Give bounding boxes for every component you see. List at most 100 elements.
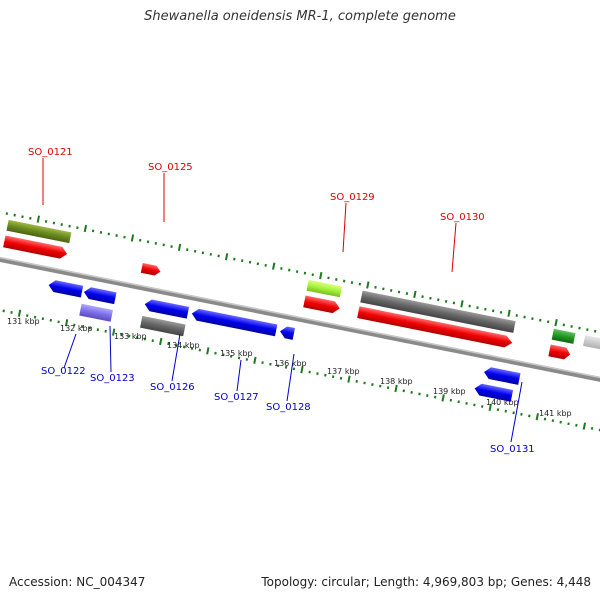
ruler-tick [586,328,589,332]
ruler-tick [127,334,131,338]
ruler-tick [551,419,555,423]
forward-gene-label[interactable]: SO_0121 [28,147,73,158]
ruler-tick [484,307,487,311]
ruler-tick [578,326,581,330]
ruler-tick [115,234,118,237]
ruler-tick [52,221,56,225]
leader-line [109,325,112,373]
ruler-tick [546,320,550,324]
genome-summary-text: Topology: circular; Length: 4,969,803 bp… [261,575,591,589]
ruler-tick [135,336,139,339]
kbp-scale-labels: 131 kbp 132 kbp 133 kbp 134 kbp 135 kbp 136 k… [7,317,572,418]
ruler-tick [138,238,142,242]
ruler-tick [308,370,311,374]
ruler-tick [468,304,471,308]
ruler-tick [193,249,197,253]
ruler-tick [99,231,103,234]
ruler-tick [107,232,111,236]
ruler-tick [214,351,217,355]
ruler-tick [339,376,343,380]
ruler-tick [528,414,531,418]
ruler-tick [520,412,523,416]
ruler-tick [303,271,307,275]
leader-line [171,333,181,382]
kbp-label: 141 kbp [539,409,572,418]
ruler-tick [245,358,249,361]
ruler-tick [190,347,194,350]
ruler-tick [177,243,182,251]
ruler-tick [295,270,299,274]
ruler-tick [64,319,69,327]
ruler-tick [198,348,202,352]
reverse-gene-label[interactable]: SO_0127 [214,392,259,403]
gene-light-bar [583,335,600,350]
kbp-label: 135 kbp [220,349,253,358]
ruler-tick [355,380,358,383]
ruler-tick [465,401,468,405]
ruler-tick [371,383,374,386]
ruler-tick [256,262,260,266]
ruler-tick [331,375,335,379]
ruler-tick [444,299,448,303]
ruler-tick [104,329,107,333]
ruler-tick [167,342,170,346]
forward-gene-label[interactable]: SO_0129 [330,192,375,203]
ruler-tick [575,423,578,427]
ruler-tick [316,372,319,376]
kbp-label: 139 kbp [433,387,466,396]
ruler-tick [162,243,165,247]
ruler-tick [366,281,370,289]
gene-olive-bar [6,219,72,244]
ruler-tick [590,427,594,430]
ruler-tick [277,364,280,368]
ruler-tick [429,296,432,300]
ruler-tick [379,384,382,388]
ruler-tick [426,394,429,397]
ruler-tick [10,311,13,314]
ruler-tick [91,229,95,233]
ruler-tick [418,392,421,396]
ruler-tick [504,409,507,413]
leader-line [236,359,242,392]
ruler-tick [68,224,71,228]
leader-line [342,202,347,253]
ruler-tick [49,318,52,322]
diagram-body [0,210,600,432]
ruler-tick [441,394,445,402]
ruler-tick [531,317,534,321]
ruler-tick [499,310,503,314]
gene-arrow-so0123a [83,287,117,305]
ruler-tick [496,408,500,412]
gene-arrow-so0130 [357,306,513,348]
gene-arrow-so0127 [191,308,278,337]
ruler-tick [311,273,314,277]
ruler-tick [300,366,304,374]
gene-gray-bar-lower [140,315,186,337]
ruler-tick [29,216,32,220]
ruler-tick [143,337,147,341]
forward-gene-label[interactable]: SO_0130 [440,212,485,223]
ruler-tick [73,323,76,327]
ruler-tick [280,267,283,270]
ruler-tick [394,384,398,393]
kbp-label: 137 kbp [327,367,360,376]
reverse-gene-label[interactable]: SO_0122 [41,366,86,377]
ruler-tick [217,254,220,258]
reverse-gene-label[interactable]: SO_0126 [150,382,195,393]
reverse-gene-label[interactable]: SO_0131 [490,444,535,455]
ruler-tick [229,354,233,358]
ruler-tick [186,248,189,252]
ruler-tick [460,300,464,308]
ruler-tick [175,343,178,347]
reverse-gene-label[interactable]: SO_0128 [266,402,311,413]
ruler-tick [248,260,252,264]
ruler-tick [60,223,63,227]
ruler-tick [342,279,346,283]
forward-gene-label[interactable]: SO_0125 [148,162,193,173]
reverse-gene-label[interactable]: SO_0123 [90,373,135,384]
kbp-label: 138 kbp [380,377,413,386]
map-title: Shewanella oneidensis MR-1, complete gen… [144,9,456,24]
reverse-tick-track [2,309,600,432]
ruler-tick [433,395,437,399]
